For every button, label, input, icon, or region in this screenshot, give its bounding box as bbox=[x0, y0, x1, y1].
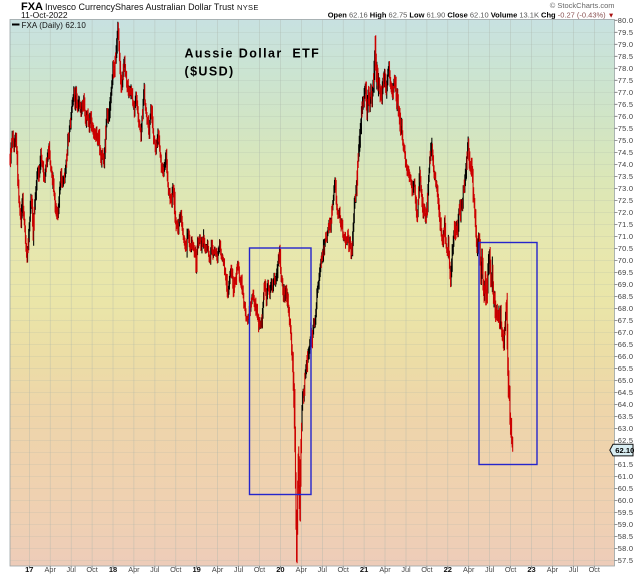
svg-text:64.5: 64.5 bbox=[618, 388, 633, 397]
svg-text:Aussie Dollar ETF: Aussie Dollar ETF bbox=[185, 47, 321, 61]
svg-text:76.0: 76.0 bbox=[618, 112, 633, 121]
svg-text:77.0: 77.0 bbox=[618, 88, 633, 97]
svg-text:Apr: Apr bbox=[547, 565, 559, 574]
svg-text:68.5: 68.5 bbox=[618, 292, 633, 301]
svg-text:71.0: 71.0 bbox=[618, 232, 633, 241]
svg-text:© StockCharts.com: © StockCharts.com bbox=[550, 1, 615, 10]
svg-text:79.5: 79.5 bbox=[618, 28, 633, 37]
svg-text:Oct: Oct bbox=[589, 565, 600, 574]
svg-text:71.5: 71.5 bbox=[618, 220, 633, 229]
svg-text:Apr: Apr bbox=[296, 565, 308, 574]
svg-text:61.5: 61.5 bbox=[618, 460, 633, 469]
svg-text:Jul: Jul bbox=[318, 565, 328, 574]
svg-text:70.0: 70.0 bbox=[618, 256, 633, 265]
svg-text:74.5: 74.5 bbox=[618, 148, 633, 157]
svg-text:Oct: Oct bbox=[170, 565, 181, 574]
svg-text:Jul: Jul bbox=[569, 565, 579, 574]
svg-text:75.0: 75.0 bbox=[618, 136, 633, 145]
svg-text:60.0: 60.0 bbox=[618, 496, 633, 505]
svg-text:17: 17 bbox=[25, 565, 33, 574]
svg-text:59.5: 59.5 bbox=[618, 508, 633, 517]
svg-text:72.5: 72.5 bbox=[618, 196, 633, 205]
svg-text:69.0: 69.0 bbox=[618, 280, 633, 289]
svg-text:Oct: Oct bbox=[338, 565, 349, 574]
svg-text:80.0: 80.0 bbox=[618, 16, 633, 25]
svg-text:21: 21 bbox=[360, 565, 368, 574]
svg-text:62.10: 62.10 bbox=[615, 446, 634, 455]
svg-text:Open 62.16 High 62.75 Low 61.9: Open 62.16 High 62.75 Low 61.90 Close 62… bbox=[328, 11, 615, 20]
svg-text:Oct: Oct bbox=[254, 565, 265, 574]
svg-text:68.0: 68.0 bbox=[618, 304, 633, 313]
svg-text:18: 18 bbox=[109, 565, 117, 574]
svg-text:74.0: 74.0 bbox=[618, 160, 633, 169]
svg-text:Jul: Jul bbox=[67, 565, 77, 574]
svg-text:57.5: 57.5 bbox=[618, 556, 633, 565]
svg-text:66.0: 66.0 bbox=[618, 352, 633, 361]
svg-text:64.0: 64.0 bbox=[618, 400, 633, 409]
svg-text:78.5: 78.5 bbox=[618, 52, 633, 61]
svg-text:Jul: Jul bbox=[485, 565, 495, 574]
svg-text:76.5: 76.5 bbox=[618, 100, 633, 109]
svg-text:19: 19 bbox=[193, 565, 201, 574]
svg-text:61.0: 61.0 bbox=[618, 472, 633, 481]
svg-text:79.0: 79.0 bbox=[618, 40, 633, 49]
svg-text:78.0: 78.0 bbox=[618, 64, 633, 73]
svg-text:FXA (Daily) 62.10: FXA (Daily) 62.10 bbox=[22, 21, 87, 30]
svg-text:Apr: Apr bbox=[379, 565, 391, 574]
svg-text:Apr: Apr bbox=[45, 565, 57, 574]
svg-text:59.0: 59.0 bbox=[618, 520, 633, 529]
svg-text:20: 20 bbox=[276, 565, 284, 574]
svg-text:22: 22 bbox=[444, 565, 452, 574]
svg-text:73.5: 73.5 bbox=[618, 172, 633, 181]
svg-text:23: 23 bbox=[527, 565, 535, 574]
svg-text:69.5: 69.5 bbox=[618, 268, 633, 277]
svg-text:77.5: 77.5 bbox=[618, 76, 633, 85]
svg-text:66.5: 66.5 bbox=[618, 340, 633, 349]
svg-text:72.0: 72.0 bbox=[618, 208, 633, 217]
svg-text:Oct: Oct bbox=[505, 565, 516, 574]
svg-text:Oct: Oct bbox=[421, 565, 432, 574]
svg-text:65.5: 65.5 bbox=[618, 364, 633, 373]
svg-text:Jul: Jul bbox=[401, 565, 411, 574]
svg-text:Jul: Jul bbox=[150, 565, 160, 574]
svg-text:67.5: 67.5 bbox=[618, 316, 633, 325]
svg-text:60.5: 60.5 bbox=[618, 484, 633, 493]
svg-text:58.0: 58.0 bbox=[618, 544, 633, 553]
svg-text:($USD): ($USD) bbox=[185, 65, 235, 79]
svg-text:FXA: FXA bbox=[21, 1, 43, 13]
svg-text:58.5: 58.5 bbox=[618, 532, 633, 541]
svg-text:NYSE: NYSE bbox=[237, 3, 259, 12]
svg-text:Jul: Jul bbox=[234, 565, 244, 574]
svg-text:63.5: 63.5 bbox=[618, 412, 633, 421]
svg-text:Apr: Apr bbox=[463, 565, 475, 574]
svg-text:75.5: 75.5 bbox=[618, 124, 633, 133]
svg-text:Invesco CurrencyShares Austral: Invesco CurrencyShares Australian Dollar… bbox=[45, 2, 235, 12]
svg-text:Oct: Oct bbox=[86, 565, 97, 574]
svg-text:Apr: Apr bbox=[212, 565, 224, 574]
svg-text:67.0: 67.0 bbox=[618, 328, 633, 337]
svg-text:73.0: 73.0 bbox=[618, 184, 633, 193]
svg-text:Apr: Apr bbox=[128, 565, 140, 574]
svg-text:62.5: 62.5 bbox=[618, 436, 633, 445]
svg-text:63.0: 63.0 bbox=[618, 424, 633, 433]
svg-text:65.0: 65.0 bbox=[618, 376, 633, 385]
svg-text:70.5: 70.5 bbox=[618, 244, 633, 253]
svg-text:11-Oct-2022: 11-Oct-2022 bbox=[21, 10, 68, 20]
